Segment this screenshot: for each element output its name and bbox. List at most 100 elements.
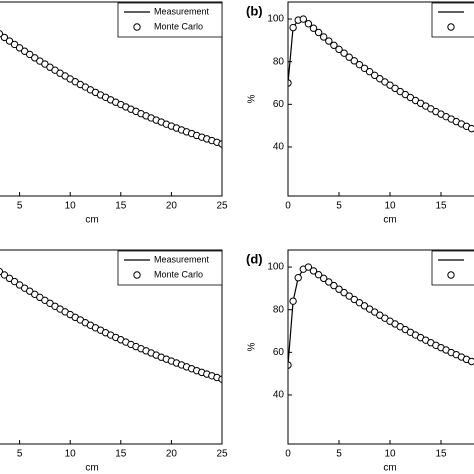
legend-box: [117, 250, 223, 286]
monte-carlo-point: [218, 375, 222, 383]
x-tick-label: 10: [384, 201, 396, 212]
monte-carlo-point: [360, 302, 369, 310]
monte-carlo-point: [304, 263, 313, 271]
legend-box: [431, 250, 474, 286]
monte-carlo-point: [218, 140, 222, 148]
panel: 5 10 15 20 25 cm Measurement Monte Carlo: [0, 1, 228, 226]
y-tick-label: 40: [273, 142, 285, 153]
x-tick-label: 20: [166, 201, 178, 212]
monte-carlo-point: [314, 271, 323, 279]
monte-carlo-point: [345, 292, 353, 300]
x-tick-label: 5: [336, 449, 342, 460]
x-axis-label: cm: [85, 215, 98, 226]
monte-carlo-point: [10, 40, 19, 49]
x-tick-label: 0: [285, 201, 291, 212]
x-tick-label: 15: [435, 449, 447, 460]
monte-carlo-point: [335, 45, 343, 54]
x-tick-label: 15: [115, 449, 127, 460]
monte-carlo-point: [350, 57, 358, 65]
plot-area: [0, 30, 222, 148]
legend-label: Monte Carlo: [154, 269, 203, 279]
monte-carlo-point: [330, 281, 338, 290]
legend-box: [431, 2, 474, 38]
y-tick-label: 80: [273, 304, 285, 315]
monte-carlo-point: [340, 49, 348, 57]
legend-box: [117, 2, 223, 38]
x-tick-label: 20: [166, 449, 178, 460]
panel: 5 10 15 20 25 cm Measurement Monte Carlo: [0, 249, 228, 474]
monte-carlo-point: [309, 267, 318, 275]
monte-carlo-point: [355, 298, 364, 307]
x-tick-label: 5: [17, 449, 23, 460]
measurement-line: [0, 33, 222, 145]
y-axis-label: %: [247, 342, 258, 351]
legend-label: Measurement: [154, 6, 210, 16]
axes-box: [287, 1, 474, 197]
panel: 0 5 10 15 40 60 80 100 cm% (b): [246, 1, 474, 226]
monte-carlo-point: [325, 37, 333, 45]
monte-carlo-point: [391, 84, 399, 93]
monte-carlo-point: [335, 285, 343, 293]
x-tick-label: 25: [216, 449, 228, 460]
monte-carlo-point: [371, 71, 379, 80]
monte-carlo-point: [309, 24, 318, 32]
monte-carlo-point: [467, 124, 474, 133]
monte-carlo-point: [289, 297, 297, 305]
x-tick-label: 15: [115, 201, 127, 212]
monte-carlo-point: [386, 81, 394, 89]
x-tick-label: 5: [336, 201, 342, 212]
monte-carlo-point: [345, 53, 353, 61]
monte-carlo-point: [467, 357, 474, 366]
x-tick-label: 10: [65, 449, 77, 460]
axes-box: [287, 249, 474, 445]
monte-carlo-point: [0, 271, 9, 279]
y-tick-label: 100: [267, 262, 284, 273]
y-tick-label: 60: [273, 347, 285, 358]
x-tick-label: 15: [435, 201, 447, 212]
monte-carlo-point: [289, 23, 297, 32]
axes-box: [0, 249, 223, 445]
monte-carlo-point: [299, 15, 307, 23]
monte-carlo-point: [26, 50, 34, 59]
monte-carlo-point: [288, 361, 292, 369]
legend-marker: [133, 23, 141, 31]
x-axis-label: cm: [383, 215, 396, 226]
monte-carlo-point: [365, 68, 374, 76]
monte-carlo-point: [320, 33, 328, 41]
y-tick-label: 60: [273, 99, 285, 110]
legend-marker: [133, 271, 141, 279]
x-tick-label: 0: [285, 449, 291, 460]
monte-carlo-point: [10, 277, 19, 286]
monte-carlo-point: [294, 274, 302, 282]
panel: 0 5 10 15 40 60 80 100 cm% (d): [246, 249, 474, 474]
x-tick-label: 10: [65, 201, 77, 212]
monte-carlo-point: [360, 64, 369, 73]
axes-box: [0, 1, 223, 197]
y-tick-label: 100: [267, 14, 284, 25]
monte-carlo-point: [325, 278, 333, 286]
x-tick-label: 5: [17, 201, 23, 212]
monte-carlo-point: [320, 274, 328, 283]
legend-label: Monte Carlo: [154, 21, 203, 31]
plot-area: [288, 263, 474, 369]
monte-carlo-point: [355, 60, 364, 69]
plot-area: [0, 267, 222, 383]
y-axis-label: %: [247, 94, 258, 103]
x-axis-label: cm: [85, 463, 98, 474]
panel-label: (d): [246, 251, 263, 266]
y-tick-label: 80: [273, 56, 285, 67]
monte-carlo-point: [350, 295, 358, 304]
monte-carlo-point: [304, 20, 313, 28]
monte-carlo-point: [381, 78, 389, 86]
x-axis-label: cm: [383, 463, 396, 474]
legend-marker: [447, 271, 455, 279]
panel-label: (b): [246, 3, 263, 18]
monte-carlo-point: [15, 44, 24, 52]
monte-carlo-point: [371, 308, 379, 316]
monte-carlo-point: [340, 288, 348, 297]
legend-marker: [447, 23, 455, 31]
monte-carlo-point: [314, 28, 323, 37]
monte-carlo-point: [376, 75, 384, 83]
